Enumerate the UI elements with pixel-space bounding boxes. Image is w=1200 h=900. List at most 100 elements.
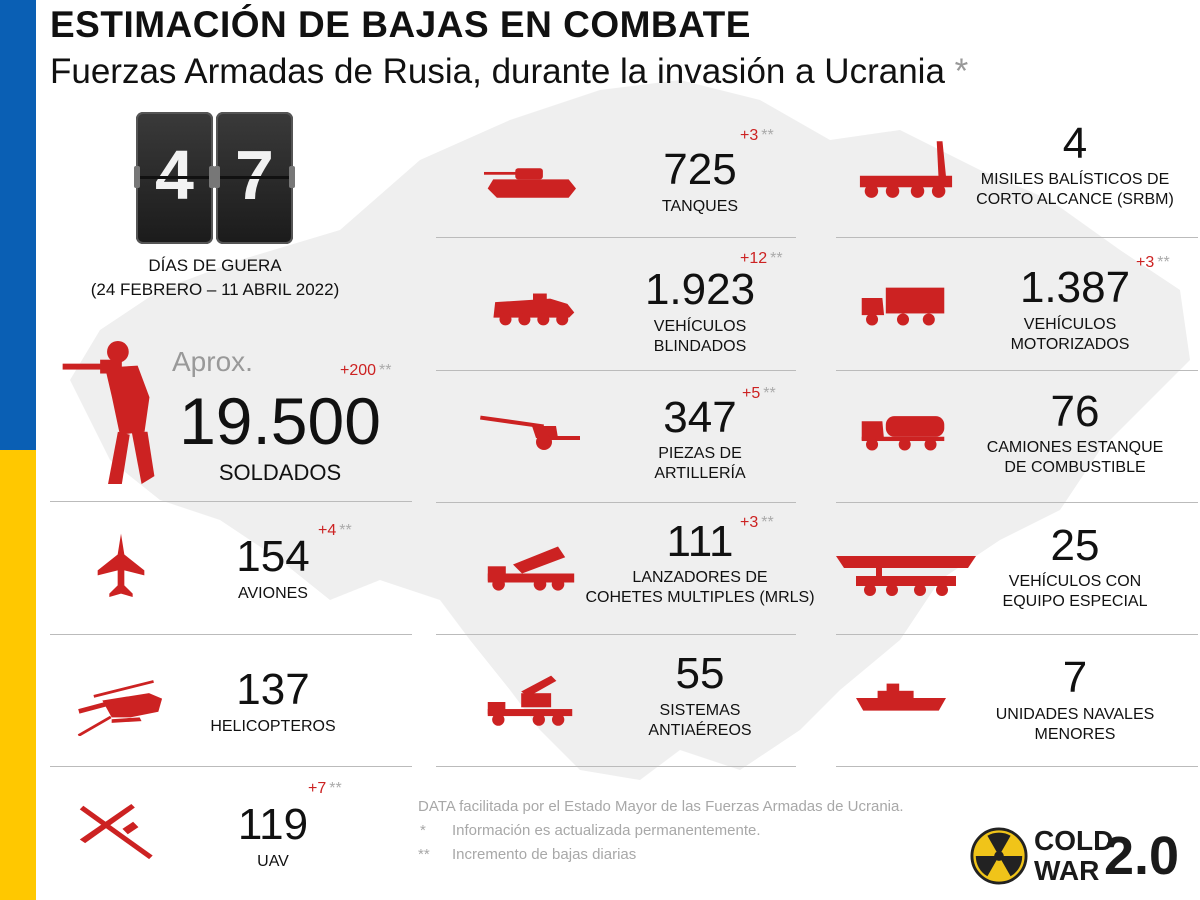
artilleria-increment: +5 ** <box>742 385 776 403</box>
page-title: ESTIMACIÓN DE BAJAS EN COMBATE <box>50 4 751 45</box>
flip-seam <box>136 176 213 179</box>
srbm-value: 4 <box>1062 119 1088 168</box>
mrls-value: 111 <box>666 517 734 566</box>
especial-value: 25 <box>1050 521 1100 570</box>
blindados-value: 1.923 <box>644 265 756 314</box>
mrls-label-1: LANZADORES DE <box>632 569 768 586</box>
blindados-increment-value: +12 <box>740 250 768 267</box>
navales-label-2: MENORES <box>1034 726 1116 743</box>
combustible-label-2: DE COMBUSTIBLE <box>1004 459 1146 476</box>
srbm-label-2: CORTO ALCANCE (SRBM) <box>976 191 1174 208</box>
increment-marker: ** <box>329 780 342 797</box>
soldiers-increment: +200 ** <box>340 362 392 380</box>
source-note: DATA facilitada por el Estado Mayor de l… <box>418 798 904 815</box>
flip-digit-tens: 4 <box>134 112 215 244</box>
mid-divider-4 <box>436 634 796 635</box>
helicopteros-value: 137 <box>236 665 310 714</box>
right-divider-1 <box>836 237 1198 238</box>
blindados-label-2: BLINDADOS <box>653 338 747 355</box>
radiation-icon <box>970 827 1028 885</box>
flip-digit-units-value: 7 <box>235 136 274 214</box>
soldiers-increment-value: +200 <box>340 362 377 379</box>
increment-marker: ** <box>379 362 392 379</box>
mid-divider-1 <box>436 237 796 238</box>
mid-divider-5 <box>436 766 796 767</box>
drone-icon <box>79 804 153 860</box>
especial-label-2: EQUIPO ESPECIAL <box>1002 593 1148 610</box>
navales-label-1: UNIDADES NAVALES <box>995 706 1155 723</box>
flag-blue-band <box>0 0 36 450</box>
right-divider-2 <box>836 370 1198 371</box>
increment-marker: ** <box>1157 254 1170 271</box>
aviones-value: 154 <box>236 532 310 581</box>
missile-launcher-icon <box>859 141 953 198</box>
soldiers-value: 19.500 <box>179 384 381 458</box>
flip-hinge <box>134 166 140 188</box>
patrol-boat-icon <box>856 683 946 711</box>
ukraine-map-silhouette <box>70 80 1190 780</box>
uav-value: 119 <box>237 800 309 849</box>
srbm-label-1: MISILES BALÍSTICOS DE <box>980 171 1170 188</box>
especial-label-1: VEHÍCULOS CON <box>1008 573 1142 590</box>
motorizados-increment-value: +3 <box>1136 254 1155 271</box>
helicopteros-label: HELICOPTEROS <box>210 718 336 735</box>
note-2-text: Incremento de bajas diarias <box>452 846 637 863</box>
aviones-label: AVIONES <box>238 585 308 602</box>
logo-word-cold: COLD <box>1034 825 1114 856</box>
fighter-jet-icon <box>97 533 145 597</box>
combustible-label-1: CAMIONES ESTANQUE <box>986 439 1164 456</box>
mid-divider-2 <box>436 370 796 371</box>
howitzer-icon <box>480 415 580 450</box>
flip-hinge <box>214 166 220 188</box>
antiaereos-label-1: SISTEMAS <box>659 702 741 719</box>
increment-marker: ** <box>770 250 783 267</box>
logo-version: 2.0 <box>1104 826 1180 886</box>
tanques-label: TANQUES <box>661 198 739 215</box>
mrls-increment: +3 ** <box>740 514 774 532</box>
mrls-label-2: COHETES MULTIPLES (MRLS) <box>585 589 815 606</box>
days-label: DÍAS DE GUERA <box>148 256 282 275</box>
blindados-increment: +12 ** <box>740 250 783 268</box>
increment-marker: ** <box>339 522 352 539</box>
artilleria-label-1: PIEZAS DE <box>658 445 742 462</box>
note-2-mark: ** <box>418 846 430 863</box>
left-divider-3 <box>50 766 412 767</box>
increment-marker: ** <box>763 385 776 402</box>
combustible-value: 76 <box>1050 387 1100 436</box>
right-divider-3 <box>836 502 1198 503</box>
navales-value: 7 <box>1062 653 1088 702</box>
anti-aircraft-icon <box>487 675 573 726</box>
aviones-increment-value: +4 <box>318 522 337 539</box>
right-divider-5 <box>836 766 1198 767</box>
artilleria-increment-value: +5 <box>742 385 761 402</box>
antiaereos-value: 55 <box>675 649 725 698</box>
bridge-layer-icon <box>836 556 976 596</box>
fuel-truck-icon <box>861 416 945 451</box>
subtitle-asterisk: * <box>954 52 969 91</box>
flip-seam <box>216 176 293 179</box>
flag-yellow-band <box>0 450 36 900</box>
aviones-increment: +4 ** <box>318 522 352 540</box>
mid-divider-3 <box>436 502 796 503</box>
uav-label: UAV <box>257 853 289 870</box>
left-divider-2 <box>50 634 412 635</box>
soldiers-prefix: Aprox. <box>172 346 253 377</box>
cold-war-logo: COLD WAR 2.0 <box>970 825 1185 890</box>
motorizados-increment: +3 ** <box>1136 254 1170 272</box>
note-1-text: Información es actualizada permanentemen… <box>452 822 761 839</box>
left-divider-1 <box>50 501 412 502</box>
logo-word-war: WAR <box>1034 855 1100 886</box>
increment-marker: ** <box>761 127 774 144</box>
days-range: (24 FEBRERO – 11 ABRIL 2022) <box>90 280 340 299</box>
soldier-icon <box>62 340 155 485</box>
soldiers-label: SOLDADOS <box>218 460 342 485</box>
tanques-increment: +3 ** <box>740 127 774 145</box>
helicopter-icon <box>77 680 163 736</box>
tanques-value: 725 <box>663 145 737 194</box>
right-divider-4 <box>836 634 1198 635</box>
motorizados-label-2: MOTORIZADOS <box>1010 336 1130 353</box>
motorizados-label-1: VEHÍCULOS <box>1023 316 1117 333</box>
artilleria-value: 347 <box>663 393 737 442</box>
uav-increment-value: +7 <box>308 780 327 797</box>
flip-digit-tens-value: 4 <box>155 136 194 214</box>
